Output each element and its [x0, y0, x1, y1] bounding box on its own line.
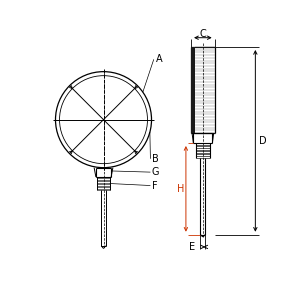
Bar — [191, 47, 195, 133]
Text: D: D — [260, 136, 267, 146]
Text: B: B — [152, 154, 158, 164]
Text: C: C — [200, 29, 206, 39]
Text: E: E — [189, 242, 196, 252]
Text: A: A — [156, 54, 163, 64]
Text: H: H — [177, 184, 185, 194]
Text: F: F — [152, 181, 157, 191]
Text: G: G — [152, 167, 159, 177]
